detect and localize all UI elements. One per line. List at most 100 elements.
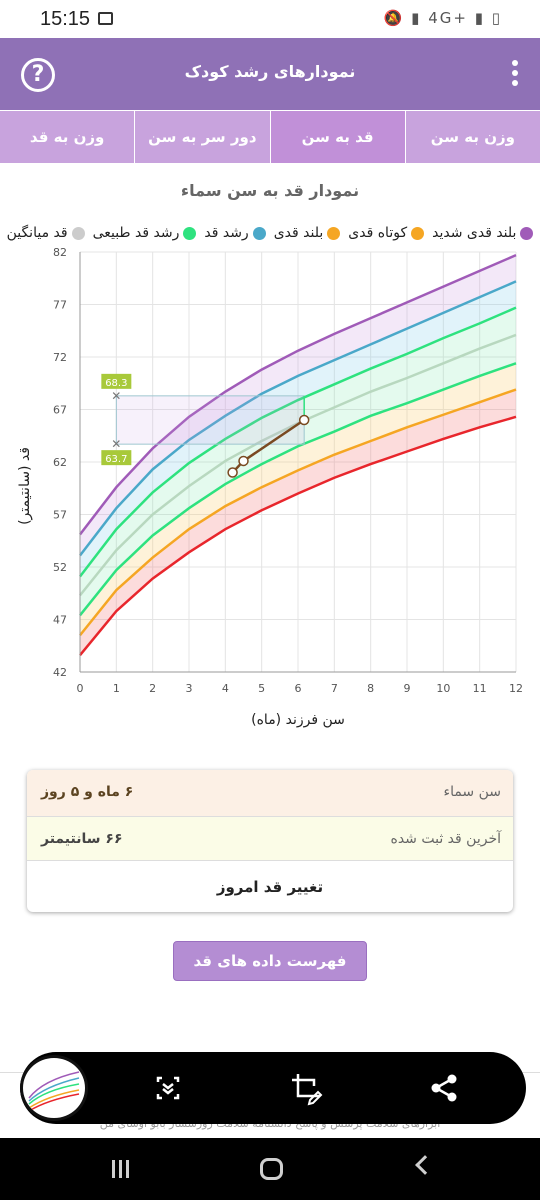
last-height-label: آخرین قد ثبت شده: [390, 831, 502, 847]
child-data-point: [227, 467, 238, 478]
series-line: [79, 254, 517, 536]
network-label: 4G+: [428, 9, 468, 27]
x-tick-label: 4: [222, 682, 229, 695]
legend-label: کوتاه قدی: [348, 225, 408, 241]
x-tick-label: 10: [436, 682, 450, 695]
height-list-button[interactable]: فهرست داده های قد سماء: [173, 941, 367, 1008]
tab-weight-height[interactable]: وزن به قد: [0, 111, 136, 163]
x-tick-label: 2: [149, 682, 156, 695]
legend-item[interactable]: کوتاه قدی: [348, 222, 425, 244]
last-height-value: ۶۶ سانتیمتر: [41, 831, 123, 847]
age-row: سن سماء ۶ ماه و ۵ روز: [27, 770, 513, 816]
chart-band: [80, 363, 516, 636]
x-tick-label: 3: [186, 682, 193, 695]
range-label: 68.3: [105, 378, 127, 389]
scroll-capture-icon[interactable]: [150, 1070, 186, 1106]
legend-item[interactable]: قد میانگین: [7, 222, 85, 244]
page-title: نمودارهای رشد کودک: [184, 62, 356, 81]
legend-label: رشد قد: [204, 225, 249, 241]
more-vert-icon[interactable]: [512, 60, 518, 90]
legend-item[interactable]: بلند قدی: [274, 222, 341, 244]
status-icons: 🔕 ▮ 4G+ ▮ ▯: [383, 9, 502, 27]
last-height-row: آخرین قد ثبت شده ۶۶ سانتیمتر: [27, 816, 513, 861]
legend-dot-icon: [327, 226, 341, 240]
legend-label: بلند قدی شدید: [432, 225, 517, 241]
y-tick-label: 57: [53, 509, 67, 522]
home-icon[interactable]: [260, 1158, 283, 1180]
height-age-chart[interactable]: ✕68.3✕63.70 1 2 3 4 5 6 7 8 9 10 11 1242475257626772…: [0, 244, 540, 734]
chart-band: [80, 307, 516, 596]
legend-dot-icon: [71, 226, 85, 240]
chart-tabs: وزن به قد دور سر به سن قد به سن وزن به س…: [0, 111, 540, 163]
range-marker-icon: ✕: [111, 389, 121, 403]
range-label-bg: [101, 373, 132, 389]
tab-head-age[interactable]: دور سر به سن: [135, 111, 271, 163]
series-line: [79, 415, 517, 656]
screenshot-thumbnail[interactable]: [20, 1055, 88, 1121]
series-line: [79, 280, 517, 557]
screenshot-toolbar: [20, 1052, 526, 1124]
legend-item[interactable]: رشد قد: [204, 222, 266, 244]
legend-label: قد میانگین: [6, 225, 68, 241]
chart-band: [80, 389, 516, 656]
x-tick-label: 6: [295, 682, 302, 695]
x-tick-label: 5: [258, 682, 265, 695]
chart-legend: بلند قدی شدید کوتاه قدی بلند قدی رشد قد …: [0, 222, 540, 244]
legend-label: رشد قد طبیعی: [92, 225, 180, 241]
tab-height-age[interactable]: قد به سن: [270, 111, 406, 163]
x-tick-label: 0: [77, 682, 84, 695]
status-time: 15:15: [40, 8, 91, 30]
thumbnail-chart-icon: [28, 1071, 80, 1112]
x-tick-label: 9: [404, 682, 411, 695]
tab-weight-age[interactable]: وزن به سن: [430, 128, 515, 146]
legend-item[interactable]: بلند قدی شدید: [432, 222, 534, 244]
legend-label: بلند قدی: [273, 225, 324, 241]
child-data-point: [298, 414, 310, 426]
x-axis-label: سن فرزند (ماه): [251, 712, 345, 728]
chart-band: [80, 255, 516, 556]
change-height-button[interactable]: تغییر قد امروز: [216, 878, 324, 896]
y-tick-label: 72: [53, 351, 67, 364]
y-tick-label: 42: [53, 666, 67, 679]
back-icon[interactable]: [415, 1155, 435, 1175]
y-tick-label: 62: [53, 456, 67, 469]
x-tick-label: 7: [331, 682, 338, 695]
x-tick-label: 8: [367, 682, 374, 695]
range-label: 63.7: [105, 454, 127, 465]
app-bar: ? نمودارهای رشد کودک: [0, 38, 540, 110]
crop-edit-icon[interactable]: [288, 1070, 324, 1106]
y-tick-label: 82: [53, 246, 67, 259]
system-navigation-bar: [0, 1138, 540, 1200]
recent-apps-icon[interactable]: [112, 1160, 134, 1178]
range-label-bg: [101, 450, 132, 466]
help-circle-icon[interactable]: ?: [21, 58, 55, 92]
y-tick-label: 47: [53, 614, 67, 627]
series-line: [79, 306, 517, 578]
series-line: [79, 362, 517, 617]
child-data-point: [238, 455, 249, 467]
legend-dot-icon: [183, 226, 197, 240]
y-tick-label: 67: [53, 404, 67, 417]
chart-title: نمودار قد به سن سماء: [180, 181, 360, 200]
legend-dot-icon: [520, 226, 534, 240]
share-icon[interactable]: [426, 1070, 462, 1106]
age-value: ۶ ماه و ۵ روز: [41, 784, 134, 800]
x-tick-label: 12: [509, 682, 523, 695]
legend-dot-icon: [252, 226, 266, 240]
series-line: [79, 388, 517, 637]
y-axis-label: قد (سانتیمتر): [17, 447, 33, 525]
status-bar: 15:15 🔕 ▮ 4G+ ▮ ▯: [0, 0, 540, 38]
info-card: سن سماء ۶ ماه و ۵ روز آخرین قد ثبت شده ۶…: [27, 770, 513, 912]
age-label: سن سماء: [443, 784, 501, 800]
legend-dot-icon: [411, 226, 425, 240]
y-tick-label: 52: [53, 561, 67, 574]
range-box: [115, 395, 305, 445]
image-notification-icon: [98, 12, 113, 25]
chart-band: [80, 334, 516, 616]
legend-item[interactable]: رشد قد طبیعی: [93, 222, 197, 244]
y-tick-label: 77: [53, 299, 67, 312]
x-tick-label: 11: [473, 682, 487, 695]
chart-band: [80, 281, 516, 577]
x-tick-label: 1: [113, 682, 120, 695]
range-marker-icon: ✕: [111, 437, 121, 451]
